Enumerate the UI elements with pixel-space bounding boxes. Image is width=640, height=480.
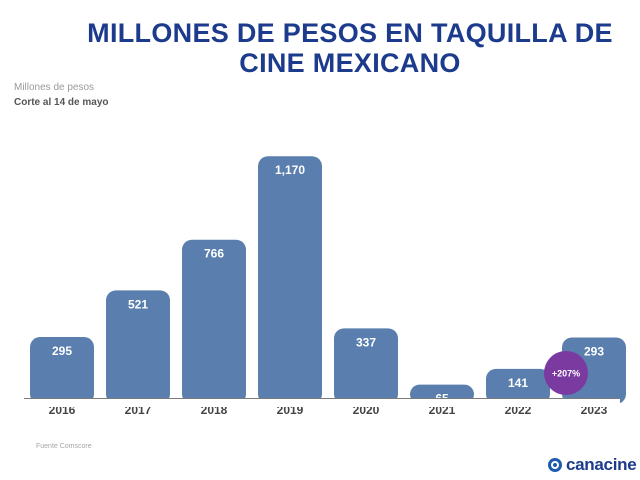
growth-badge-label: +207%	[552, 369, 580, 379]
value-label-2016: 295	[52, 344, 72, 358]
page-title: MILLONES DE PESOS EN TAQUILLA DE CINE ME…	[87, 18, 613, 78]
bar-2022	[486, 368, 550, 404]
value-label-2020: 337	[356, 335, 376, 349]
logo-text: canacine	[566, 455, 637, 474]
canacine-logo: canacine	[548, 455, 637, 475]
value-label-2017: 521	[128, 297, 148, 311]
bar-2016	[30, 337, 94, 404]
baseline-mask	[24, 399, 620, 407]
bar-2020	[334, 328, 398, 404]
canacine-logo-icon	[548, 458, 562, 472]
bar-2018	[182, 239, 246, 404]
value-label-2022: 141	[508, 376, 528, 390]
bar-2019	[258, 156, 322, 404]
bar-2017	[106, 290, 170, 404]
cutoff-note: Corte al 14 de mayo	[14, 97, 109, 108]
value-label-2018: 766	[204, 247, 224, 261]
chart-subtitle: Millones de pesos	[14, 82, 95, 93]
value-label-2019: 1,170	[275, 163, 305, 177]
source-note: Fuente Comscore	[36, 443, 92, 450]
growth-badge	[544, 351, 588, 395]
value-label-2023: 293	[584, 344, 604, 358]
